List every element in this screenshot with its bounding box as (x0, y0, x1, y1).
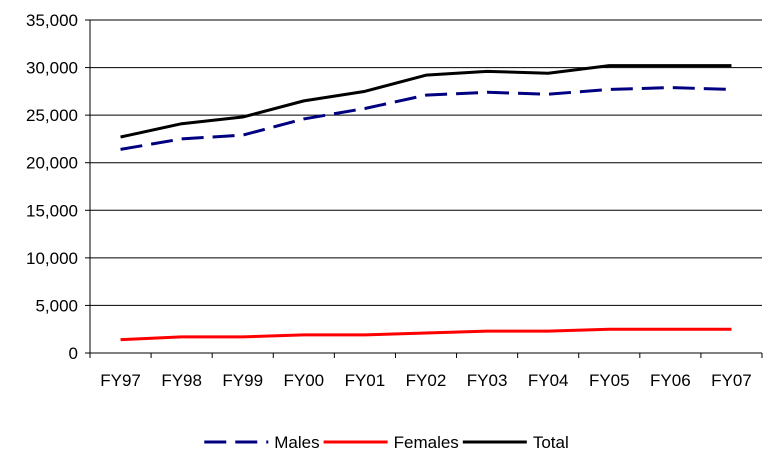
legend-label-females: Females (394, 433, 459, 452)
x-tick-label-fy97: FY97 (100, 371, 141, 390)
series-line-males (120, 86, 732, 151)
y-tick-label: 15,000 (26, 201, 78, 220)
y-tick-label: 30,000 (26, 59, 78, 78)
axes (85, 19, 763, 358)
x-tick-label-fy01: FY01 (345, 371, 386, 390)
x-tick-label-fy04: FY04 (528, 371, 569, 390)
x-tick-label-fy98: FY98 (161, 371, 202, 390)
y-tick-label: 0 (69, 344, 78, 363)
x-tick-label-fy06: FY06 (650, 371, 691, 390)
gridlines (90, 19, 762, 306)
y-axis-tick-labels: 0 5,000 10,000 15,000 20,000 25,000 30,000 35,0… (26, 11, 78, 363)
x-tick-label-fy05: FY05 (589, 371, 630, 390)
y-tick-label: 5,000 (35, 296, 78, 315)
x-tick-label-fy99: FY99 (222, 371, 263, 390)
x-tick-label-fy02: FY02 (406, 371, 447, 390)
legend-label-total: Total (533, 433, 569, 452)
y-tick-label: 25,000 (26, 106, 78, 125)
x-tick-label-fy07: FY07 (711, 371, 752, 390)
y-tick-label: 20,000 (26, 154, 78, 173)
legend-label-males: Males (274, 433, 319, 452)
y-tick-label: 10,000 (26, 249, 78, 268)
x-tick-label-fy00: FY00 (283, 371, 324, 390)
series-line-total (120, 64, 732, 139)
x-tick-label-fy03: FY03 (467, 371, 508, 390)
y-tick-label: 35,000 (26, 11, 78, 30)
series-line-females (120, 327, 732, 342)
x-axis-tick-labels: FY97 FY98 FY99 FY00 FY01 FY02 FY03 FY04 FY05 FY06… (100, 371, 752, 390)
legend: Males Females Total (204, 433, 569, 452)
series-lines (120, 64, 732, 342)
